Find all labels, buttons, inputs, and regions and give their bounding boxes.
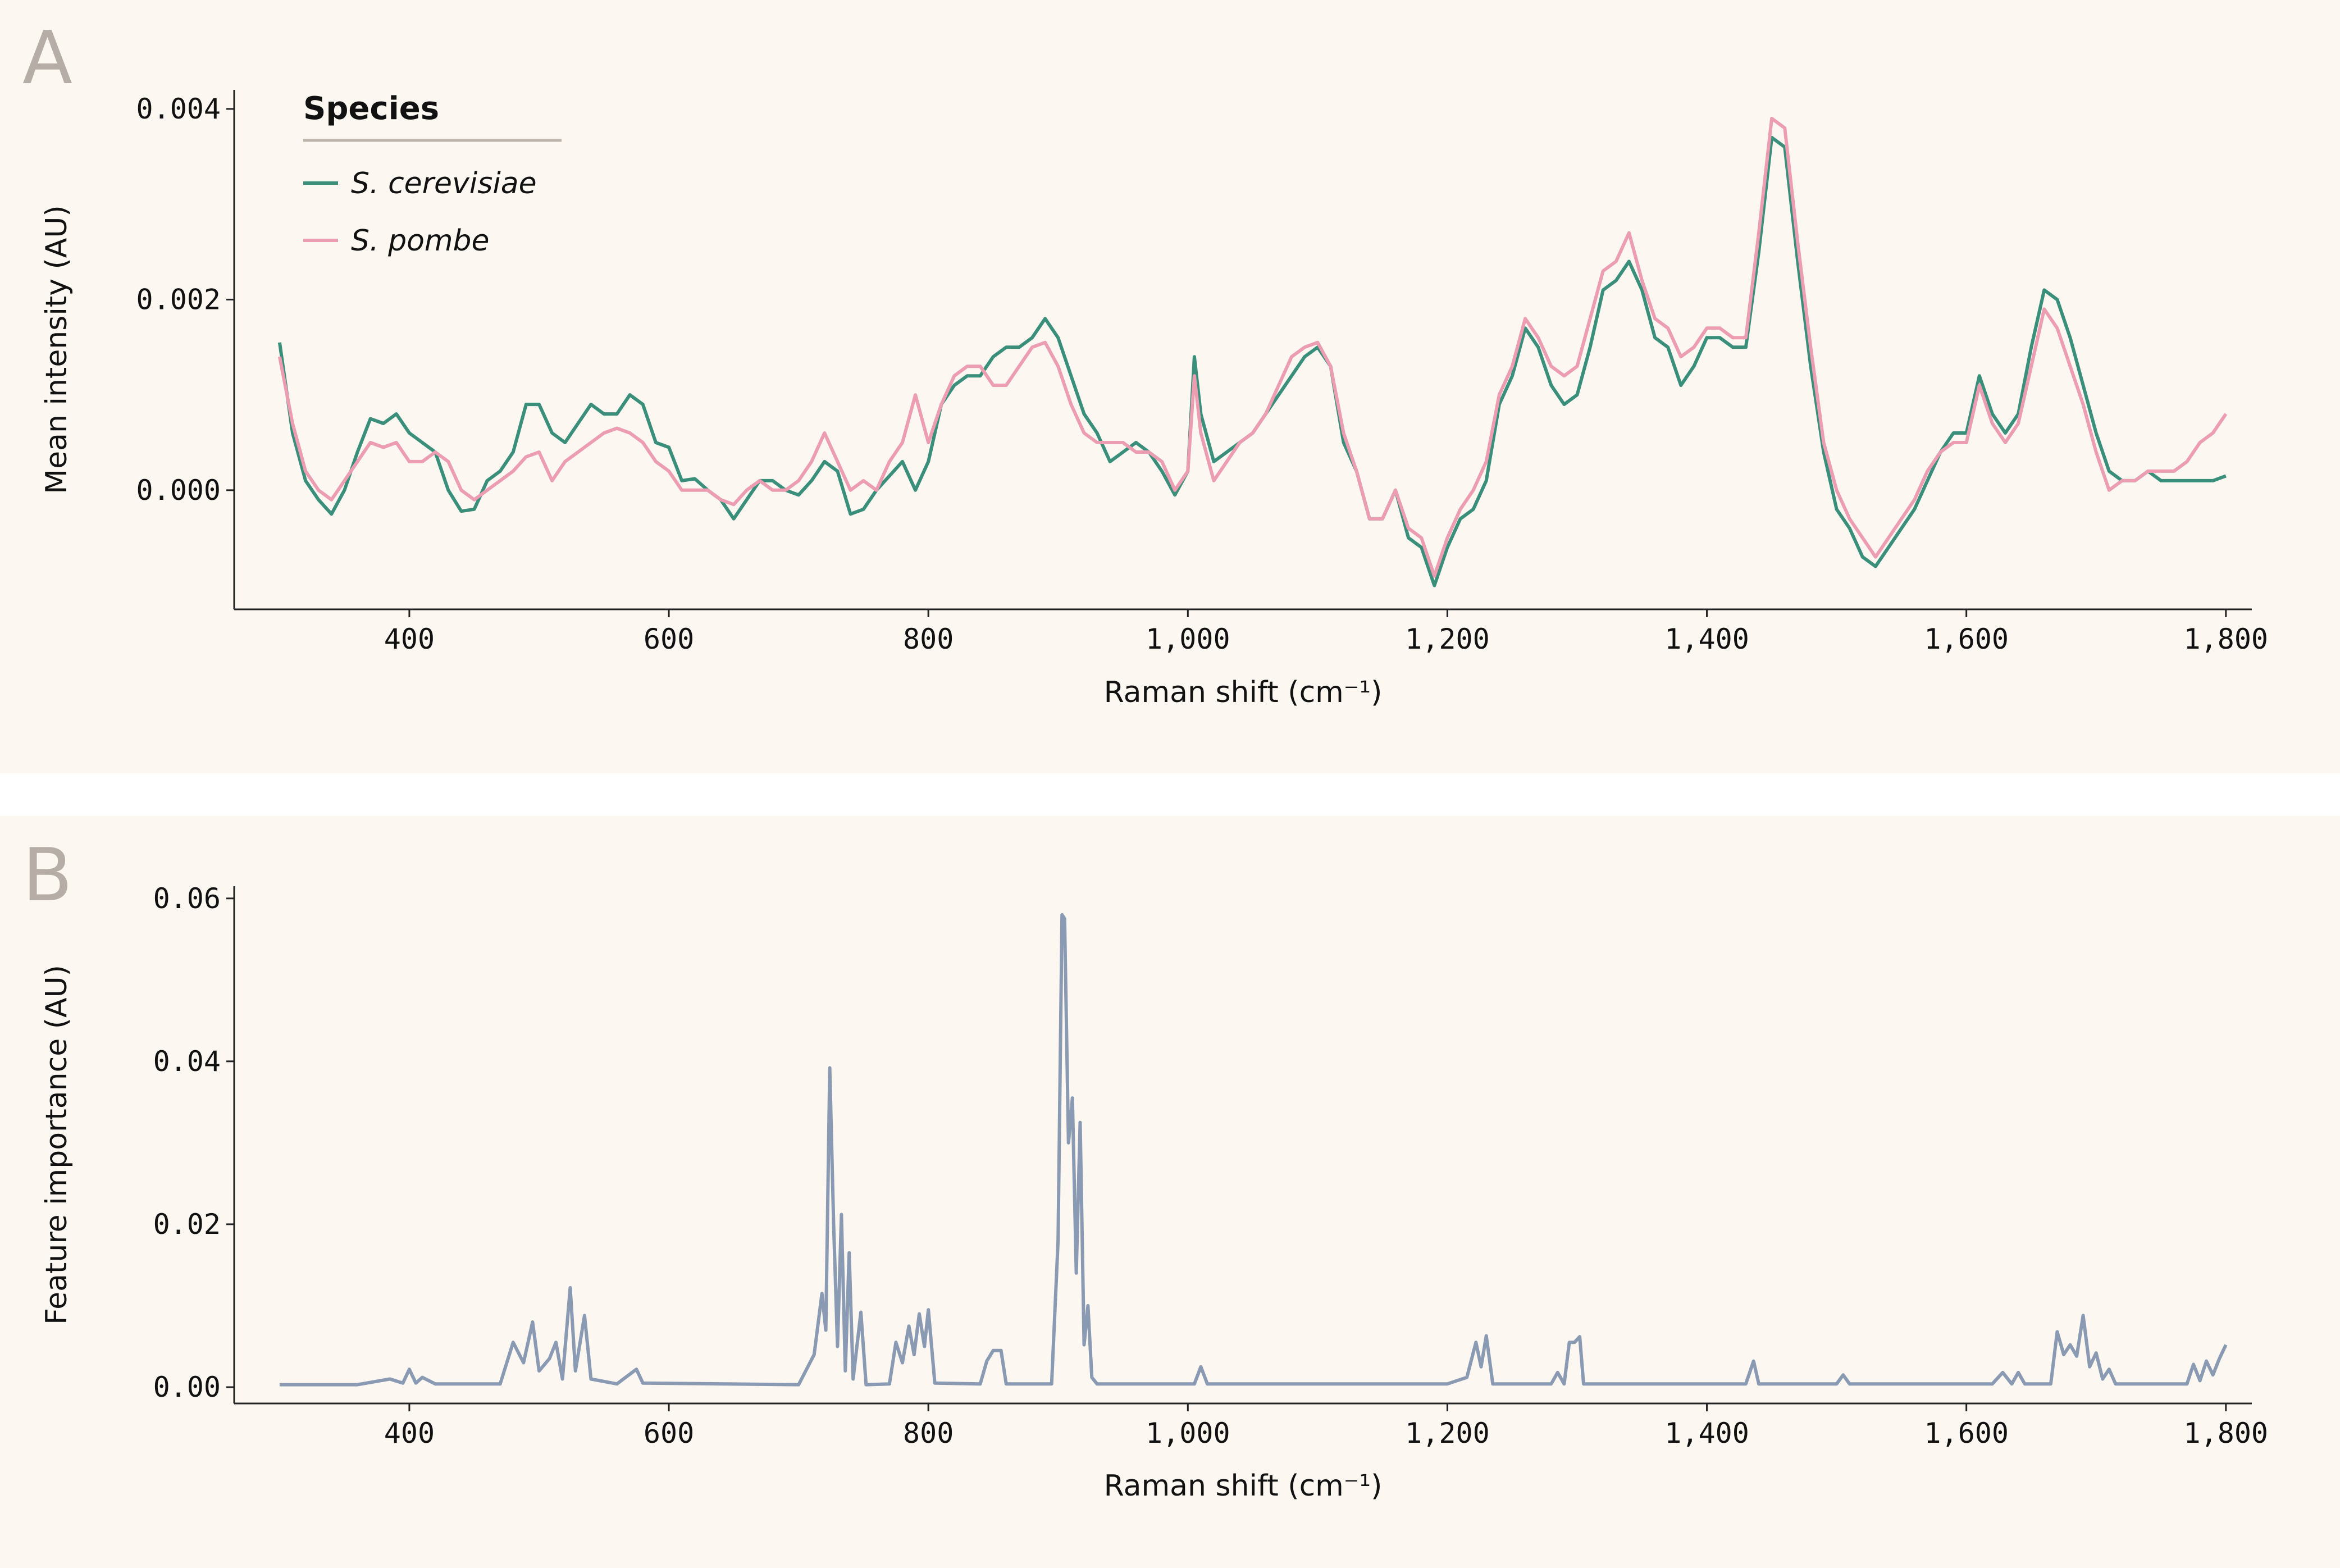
x-tick-label: 1,600 (1924, 1417, 2009, 1450)
legend: Species S. cerevisiae S. pombe (303, 90, 562, 258)
x-tick-label: 1,400 (1664, 623, 1749, 655)
x-tick-label: 400 (384, 1417, 435, 1450)
legend-title: Species (303, 90, 439, 127)
x-tick-label: 800 (903, 623, 954, 655)
x-tick-label: 1,800 (2184, 623, 2269, 655)
y-tick-label: 0.06 (153, 882, 221, 915)
x-tick-label: 1,000 (1146, 623, 1230, 655)
feature-importance-chart: B 0.00 0.02 0.04 0.06 400 600 800 1,000 1,200 1,4… (22, 832, 2269, 1503)
spectrum-chart: A 0.000 0.002 0.004 400 600 800 1,000 1,200 1,40… (22, 15, 2269, 709)
x-tick-label: 1,200 (1405, 623, 1490, 655)
x-tick-label: 600 (644, 623, 694, 655)
x-tick-label: 600 (644, 1417, 694, 1450)
x-tick-label: 1,200 (1405, 1417, 1490, 1450)
x-tick-label: 800 (903, 1417, 954, 1450)
y-axis-title: Mean intensity (AU) (40, 205, 74, 494)
y-tick-label: 0.02 (153, 1208, 221, 1241)
x-axis-title: Raman shift (cm⁻¹) (1104, 676, 1383, 709)
panel-b: B 0.00 0.02 0.04 0.06 400 600 800 1,000 1,200 1,4… (0, 816, 2340, 1568)
y-tick-label: 0.004 (136, 93, 221, 125)
y-tick-label: 0.000 (136, 474, 221, 507)
y-tick-label: 0.04 (153, 1045, 221, 1078)
x-axis-title: Raman shift (cm⁻¹) (1104, 1469, 1383, 1503)
series-line-s--cerevisiae (277, 135, 2227, 587)
x-tick-label: 400 (384, 623, 435, 655)
x-tick-label: 1,800 (2184, 1417, 2269, 1450)
legend-label-pombe: S. pombe (351, 224, 490, 258)
x-tick-label: 1,000 (1146, 1417, 1230, 1450)
series-line-importance (279, 913, 2228, 1387)
legend-label-cerevisiae: S. cerevisiae (351, 167, 537, 200)
y-tick-label: 0.00 (153, 1371, 221, 1403)
panel-letter: B (22, 832, 72, 918)
x-tick-label: 1,600 (1924, 623, 2009, 655)
series-line-s--pombe (277, 116, 2228, 578)
panel-letter: A (22, 15, 72, 101)
y-axis-title: Feature importance (AU) (40, 965, 74, 1325)
panel-a: A 0.000 0.002 0.004 400 600 800 1,000 1,200 1,40… (0, 0, 2340, 773)
x-tick-label: 1,400 (1664, 1417, 1749, 1450)
y-tick-label: 0.002 (136, 283, 221, 316)
